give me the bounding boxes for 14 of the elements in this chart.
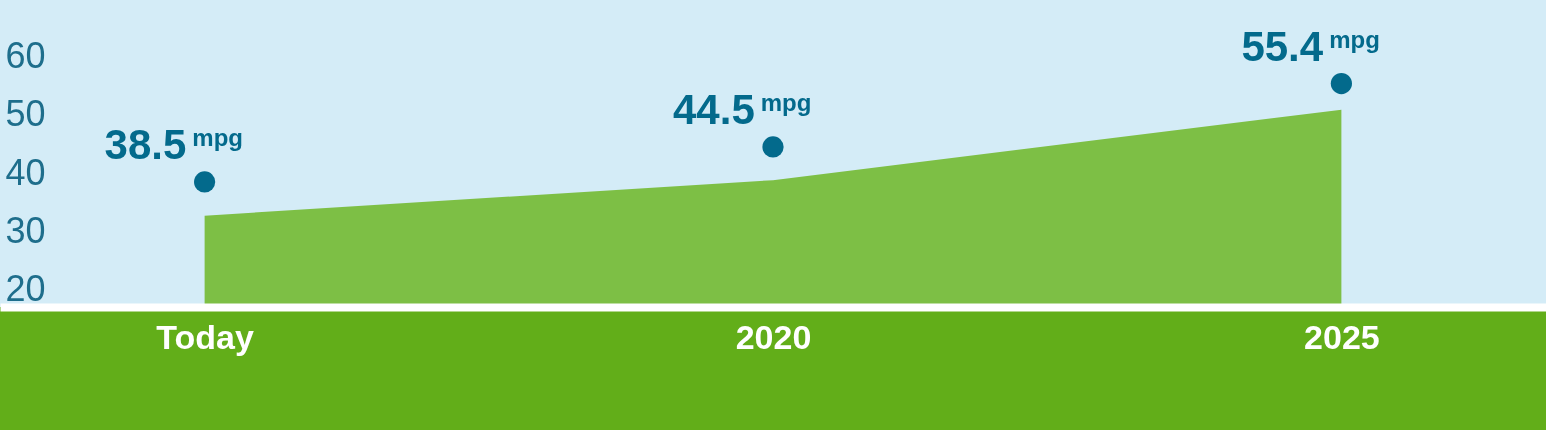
x-tick-label: 2020: [735, 317, 812, 356]
data-label: 44.5$^{mpg}$: [673, 85, 812, 133]
data-label: 38.5$^{mpg}$: [104, 120, 244, 168]
y-tick-label: 60: [5, 35, 46, 77]
point: [194, 171, 216, 193]
x-tick-label: Today: [156, 317, 254, 356]
data-label: 55.4$^{mpg}$: [1241, 22, 1380, 70]
y-tick-label: 20: [5, 268, 46, 310]
y-tick-label: 50: [5, 93, 46, 135]
y-tick-label: 30: [5, 209, 46, 251]
y-tick-label: 40: [5, 151, 46, 193]
x-tick-label: 2025: [1304, 317, 1380, 356]
point: [762, 136, 784, 158]
point: [1330, 72, 1352, 95]
